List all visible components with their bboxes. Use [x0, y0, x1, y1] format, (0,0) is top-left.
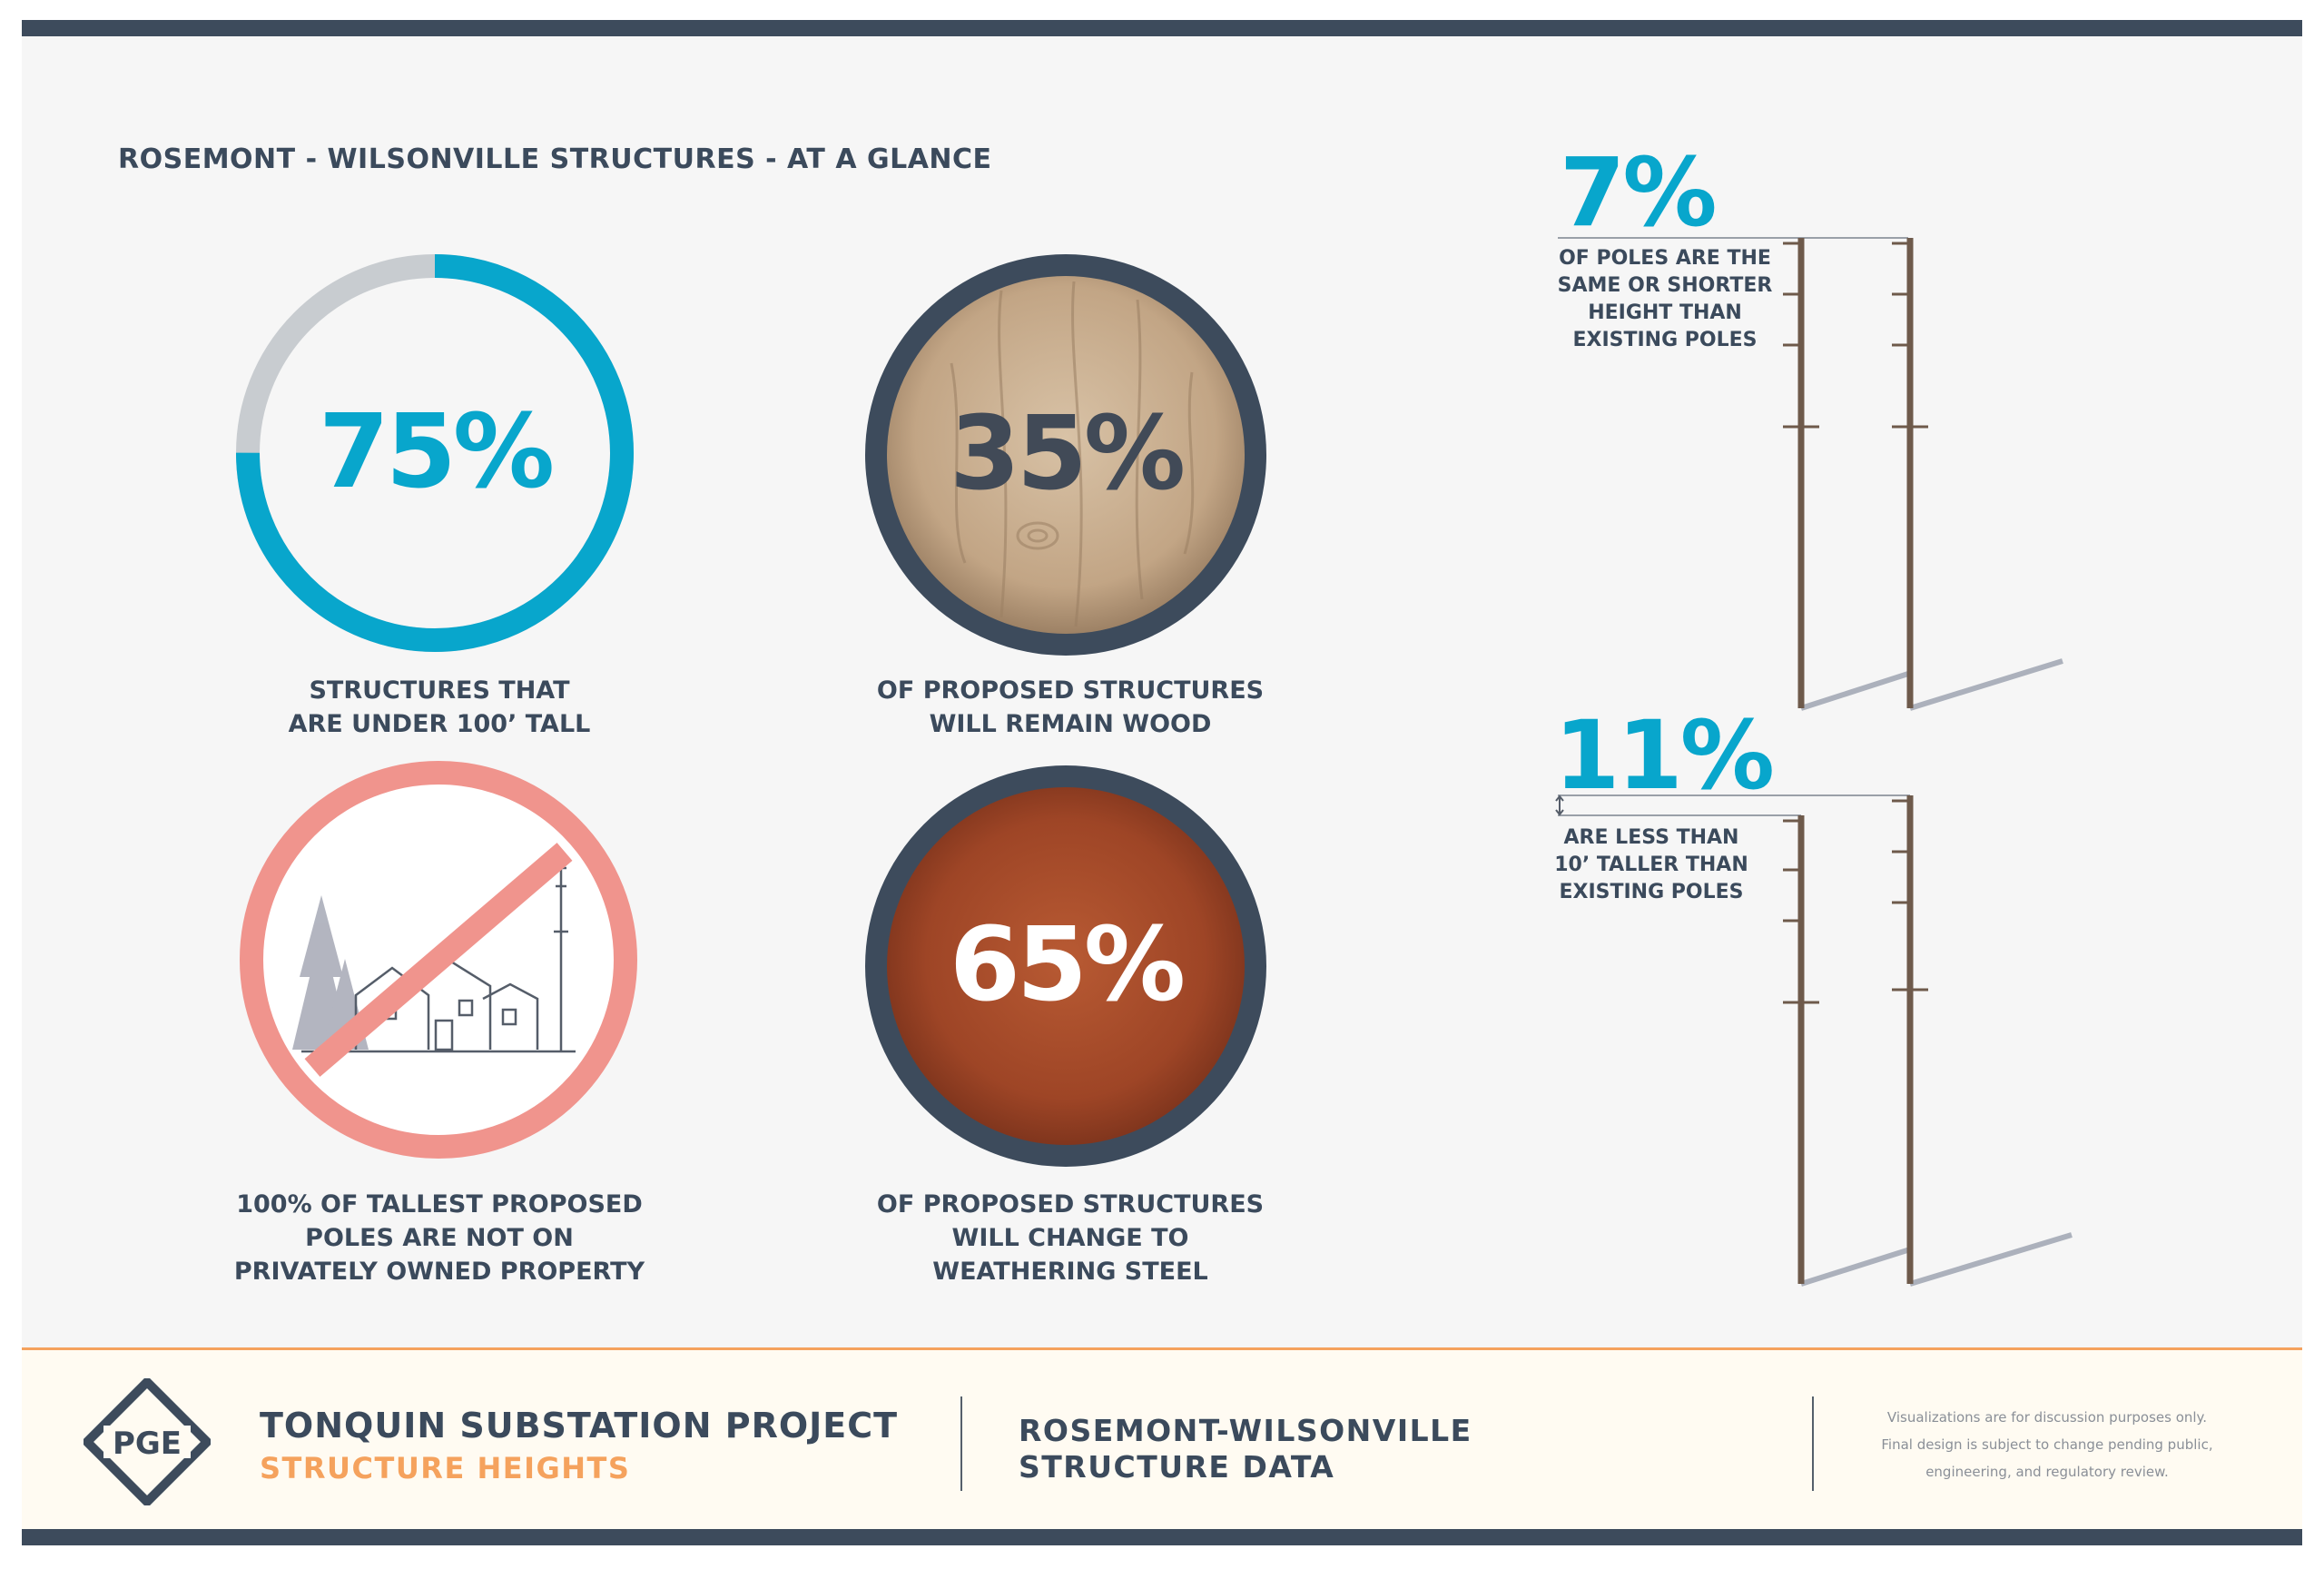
height-difference-arrow — [1555, 794, 1564, 816]
steel-value: 65% — [950, 906, 1183, 1024]
taller-poles — [1555, 794, 2073, 1287]
footer-divider — [1812, 1396, 1814, 1491]
same-height-value: 7% — [1560, 137, 1718, 248]
wood-caption: OF PROPOSED STRUCTURES WILL REMAIN WOOD — [876, 676, 1265, 738]
pole-shadow — [1800, 1232, 2073, 1287]
data-title: ROSEMONT-WILSONVILLE STRUCTURE DATA — [1019, 1413, 1472, 1485]
pge-logo: PGE — [84, 1378, 211, 1505]
page-heading: ROSEMONT - WILSONVILLE STRUCTURES - AT A… — [118, 143, 992, 175]
proposed-pole — [1892, 795, 1928, 1284]
footer-divider — [960, 1396, 962, 1491]
steel-caption: OF PROPOSED STRUCTURES WILL CHANGE TO WE… — [876, 1190, 1265, 1286]
taller-caption: ARE LESS THAN 10’ TALLER THAN EXISTING P… — [1554, 826, 1748, 903]
under-100-caption: STRUCTURES THAT ARE UNDER 100’ TALL — [288, 676, 591, 738]
donut-fill — [236, 254, 634, 652]
existing-pole — [1783, 238, 1819, 708]
prohibition-slash — [304, 843, 573, 1077]
under-100-value: 75% — [319, 393, 552, 511]
taller-value: 11% — [1554, 700, 1775, 811]
footer — [22, 1347, 2302, 1529]
project-subtitle: STRUCTURE HEIGHTS — [260, 1451, 631, 1485]
wood-circle: 35% — [865, 254, 1266, 656]
same-height-caption: OF POLES ARE THE SAME OR SHORTER HEIGHT … — [1557, 247, 1773, 351]
proposed-pole — [1892, 238, 1928, 708]
steel-circle: 65% — [865, 765, 1266, 1167]
bottom-bar — [22, 1529, 2302, 1545]
pge-logo-text: PGE — [113, 1426, 182, 1462]
same-height-poles — [1558, 237, 2063, 711]
existing-pole — [1783, 815, 1819, 1284]
wood-value: 35% — [950, 395, 1183, 513]
pole-shadow — [1800, 658, 2063, 711]
disclaimer-note: Visualizations are for discussion purpos… — [1881, 1409, 2213, 1480]
under-100-donut: 75% — [236, 254, 634, 652]
wood-grain — [950, 281, 1195, 627]
no-private-property-sign — [240, 761, 637, 1159]
project-title: TONQUIN SUBSTATION PROJECT — [260, 1406, 899, 1446]
top-bar — [22, 20, 2302, 36]
private-property-caption: 100% OF TALLEST PROPOSED POLES ARE NOT O… — [233, 1190, 645, 1286]
